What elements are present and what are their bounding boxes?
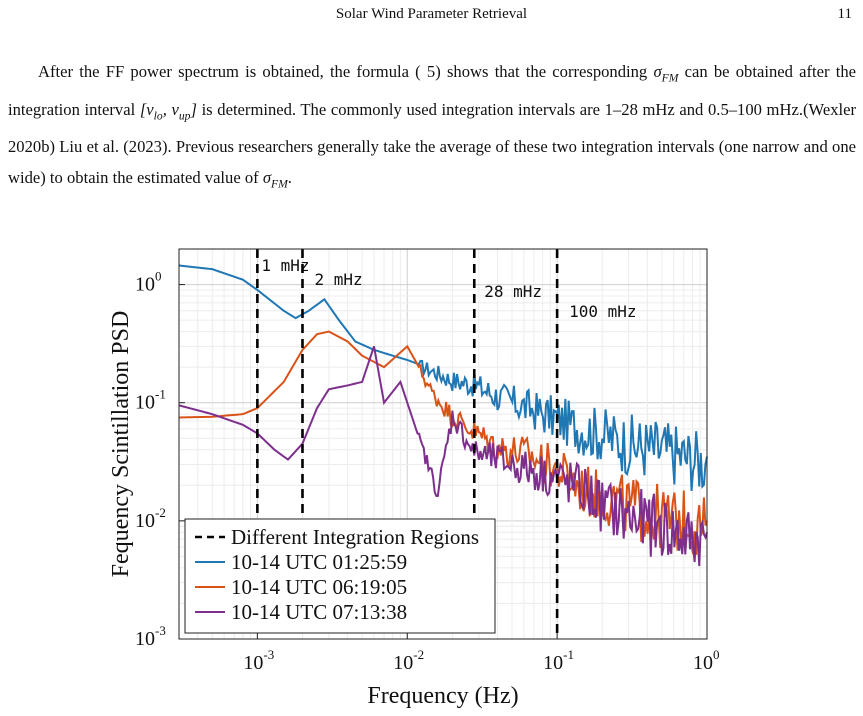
legend-box [184,518,496,634]
legend-entry: Different Integration Regions [231,525,479,549]
sigma-subscript-2: FM [271,177,288,191]
y-axis-label: Fequency Scintillation PSD [108,311,134,578]
x-tick-label: 10-2 [393,647,424,674]
x-tick-label: 10-3 [243,647,274,674]
sigma-subscript: FM [661,71,679,85]
legend-entry: 10-14 UTC 07:13:38 [231,600,407,624]
region-label: 1 mHz [261,256,309,275]
sigma-fm-symbol: σFM [653,62,679,85]
sigma-symbol: σ [653,62,662,81]
page-number: 11 [837,6,852,22]
y-tick-label: 10-2 [135,505,166,532]
series-line [178,264,708,491]
x-axis-label: Frequency (Hz) [367,683,518,709]
interval-lo: lo [153,108,163,122]
x-tick-label: 100 [693,647,720,674]
integration-interval: [νlo, νup] [139,99,197,122]
interval-open: [ν [139,99,154,119]
paragraph-text-2: can be obtained after the integration in… [8,62,857,119]
running-title: Solar Wind Parameter Retrieval [335,6,528,22]
series-line [178,330,708,555]
interval-up: up [178,108,191,122]
interval-comma: , ν [162,99,179,119]
body-paragraph: After the FF power spectrum is obtained,… [8,56,856,200]
legend-entry: 10-14 UTC 01:25:59 [231,550,407,574]
y-tick-label: 100 [135,269,162,296]
psd-figure: 1 mHz 2 mHz 28 mHz 100 mHz 10-3 10-2 10-1 100 10… [108,248,720,709]
y-tick-label: 10-1 [135,387,166,414]
series-line [178,346,708,567]
sigma-fm-symbol-2: σFM [262,168,288,190]
legend-entry: 10-14 UTC 06:19:05 [231,575,407,599]
sigma-symbol-2: σ [262,168,272,188]
region-label: 28 mHz [484,282,542,301]
plot-root: 1 mHz 2 mHz 28 mHz 100 mHz 10-3 10-2 10-1 100 10… [108,248,720,709]
paragraph-text-4: . [287,168,292,188]
region-label: 100 mHz [569,302,636,321]
interval-close: ] [190,99,197,119]
y-tick-label: 10-3 [135,623,166,650]
axes-box [178,248,708,640]
region-label: 2 mHz [314,270,362,289]
paragraph-text-1: After the FF power spectrum is obtained,… [38,62,654,81]
paragraph-text-3: is determined. The commonly used integra… [8,99,856,188]
x-tick-label: 10-1 [543,647,574,674]
running-head: Solar Wind Parameter Retrieval 11 [0,6,863,26]
